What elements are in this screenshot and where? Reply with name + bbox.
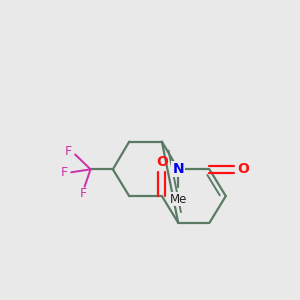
Text: F: F	[80, 187, 87, 200]
Text: O: O	[238, 162, 250, 176]
Text: F: F	[65, 145, 72, 158]
Text: Me: Me	[169, 193, 187, 206]
Text: N: N	[172, 162, 184, 176]
Text: F: F	[61, 166, 68, 179]
Text: O: O	[156, 155, 168, 169]
